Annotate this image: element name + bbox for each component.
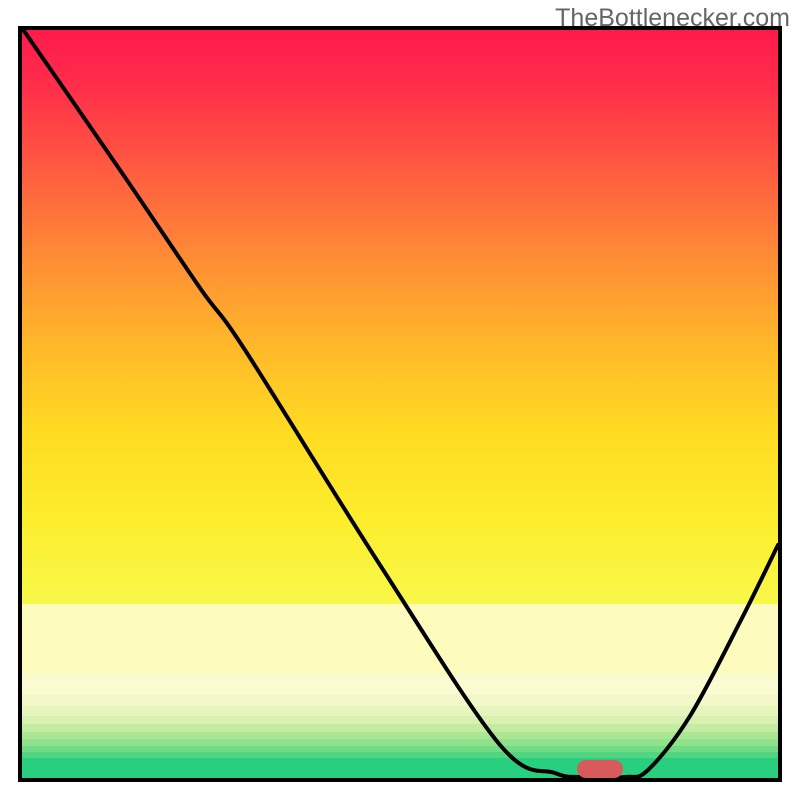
band (22, 674, 778, 694)
bottleneck-chart (0, 0, 800, 800)
band (22, 706, 778, 716)
band (22, 758, 778, 778)
optimal-marker (577, 760, 623, 778)
band (22, 724, 778, 732)
chart-container: TheBottlenecker.com (0, 0, 800, 800)
gradient-background (22, 30, 778, 604)
band (22, 604, 778, 674)
band (22, 739, 778, 746)
band (22, 732, 778, 739)
band (22, 694, 778, 706)
watermark-text: TheBottlenecker.com (555, 4, 790, 33)
band (22, 716, 778, 724)
